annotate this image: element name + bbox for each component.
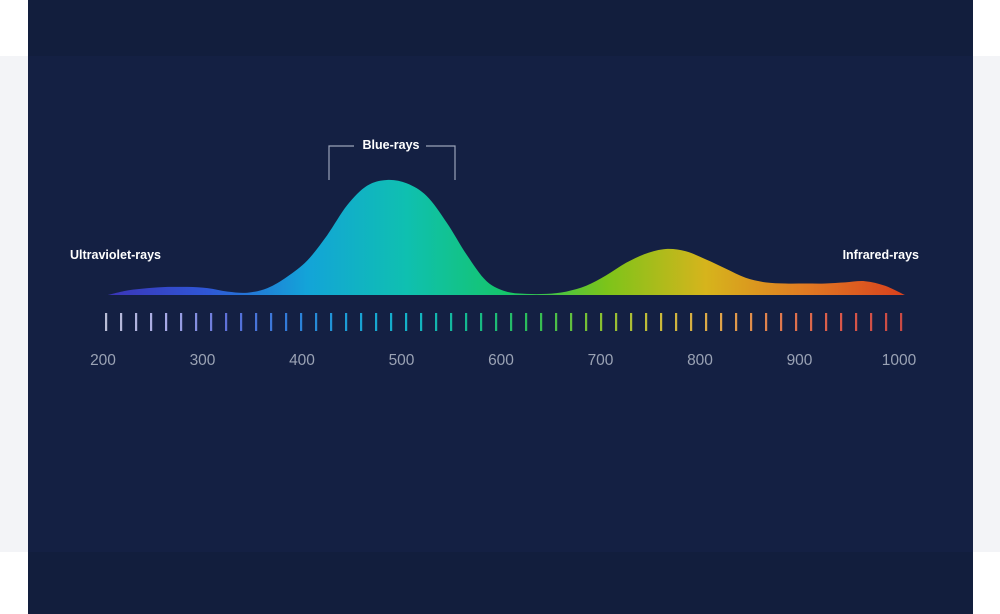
blue-rays-label: Blue-rays [363, 138, 420, 152]
tick-mark [210, 313, 213, 331]
tick-mark [630, 313, 633, 331]
tick-mark [300, 313, 303, 331]
x-tick-label: 400 [289, 352, 315, 369]
tick-mark [420, 313, 423, 331]
x-tick-label: 500 [389, 352, 415, 369]
x-tick-label: 200 [90, 352, 116, 369]
tick-mark [555, 313, 558, 331]
blue-rays-bracket [328, 145, 456, 180]
tick-mark [525, 313, 528, 331]
right-side-band [972, 56, 1000, 552]
left-side-band [0, 56, 28, 552]
tick-mark [390, 313, 393, 331]
tick-mark [885, 313, 888, 331]
tick-mark [120, 313, 123, 331]
x-tick-label: 1000 [882, 352, 917, 369]
tick-mark [195, 313, 198, 331]
tick-mark [375, 313, 378, 331]
tick-mark [645, 313, 648, 331]
tick-mark [750, 313, 753, 331]
tick-mark [735, 313, 738, 331]
tick-mark [570, 313, 573, 331]
tick-mark [765, 313, 768, 331]
tick-mark [870, 313, 873, 331]
tick-mark [690, 313, 693, 331]
tick-mark [465, 313, 468, 331]
tick-mark [360, 313, 363, 331]
tick-mark [225, 313, 228, 331]
infrared-rays-label: Infrared-rays [843, 248, 919, 262]
tick-mark [150, 313, 153, 331]
tick-mark [900, 313, 903, 331]
tick-mark [660, 313, 663, 331]
tick-mark [855, 313, 858, 331]
tick-mark [705, 313, 708, 331]
tick-marks [105, 313, 903, 331]
tick-mark [795, 313, 798, 331]
tick-mark [810, 313, 813, 331]
x-tick-label: 900 [787, 352, 813, 369]
ultraviolet-rays-label: Ultraviolet-rays [70, 248, 161, 262]
x-tick-label: 600 [488, 352, 514, 369]
tick-mark [270, 313, 273, 331]
tick-mark [825, 313, 828, 331]
tick-mark [480, 313, 483, 331]
tick-mark [780, 313, 783, 331]
tick-mark [105, 313, 108, 331]
tick-mark [180, 313, 183, 331]
tick-mark [285, 313, 288, 331]
tick-mark [510, 313, 513, 331]
tick-mark [405, 313, 408, 331]
tick-labels: 200 300 400 500 600 700 800 900 1000 [90, 352, 917, 369]
tick-mark [450, 313, 453, 331]
tick-mark [315, 313, 318, 331]
tick-mark [330, 313, 333, 331]
tick-mark [585, 313, 588, 331]
chart-panel-inner [28, 56, 973, 552]
tick-mark [135, 313, 138, 331]
tick-mark [435, 313, 438, 331]
chart-panel [28, 0, 973, 614]
tick-mark [540, 313, 543, 331]
tick-mark [675, 313, 678, 331]
tick-mark [165, 313, 168, 331]
tick-mark [240, 313, 243, 331]
tick-mark [345, 313, 348, 331]
tick-mark [600, 313, 603, 331]
tick-mark [495, 313, 498, 331]
tick-mark [720, 313, 723, 331]
tick-mark [840, 313, 843, 331]
tick-mark [615, 313, 618, 331]
tick-mark [255, 313, 258, 331]
x-tick-label: 300 [190, 352, 216, 369]
spectrum-area [108, 179, 905, 295]
x-tick-label: 700 [588, 352, 614, 369]
x-tick-label: 800 [687, 352, 713, 369]
